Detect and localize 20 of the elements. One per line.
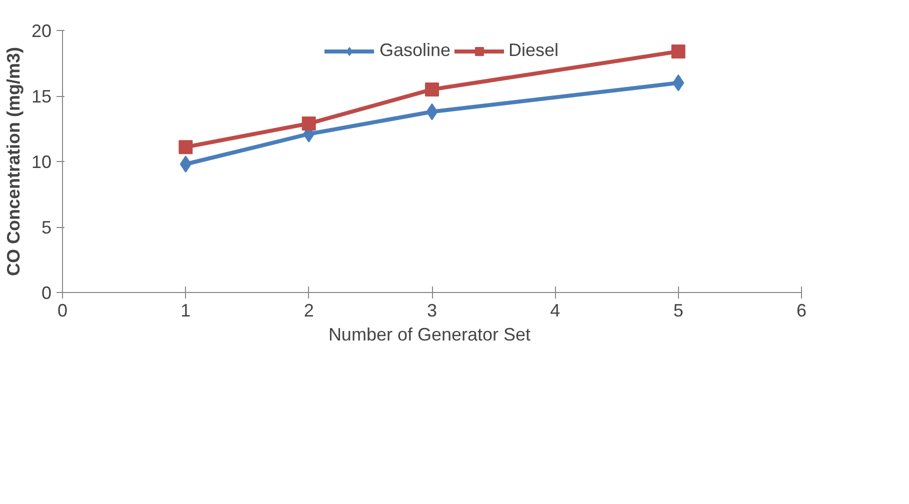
x-tick-label: 5: [673, 300, 684, 320]
y-tick-label: 0: [41, 283, 52, 303]
point: [671, 44, 686, 58]
x-tick-label: 6: [796, 300, 807, 320]
x-axis-title: Number of Generator Set: [328, 324, 531, 344]
y-axis-title: CO Concentration (mg/m3): [3, 46, 24, 276]
y-tick-label: 15: [31, 86, 52, 106]
legend-label: Diesel: [508, 40, 559, 61]
y-tick-label: 20: [31, 21, 52, 41]
y-tick-label: 5: [41, 218, 52, 238]
point: [178, 140, 193, 154]
x-tick-label: 2: [304, 300, 314, 320]
y-tick-label: 10: [31, 152, 52, 172]
x-tick-label: 4: [550, 300, 560, 320]
legend-label: Gasoline: [379, 40, 450, 61]
point: [425, 82, 439, 96]
x-tick-label: 3: [426, 300, 438, 320]
x-tick-label: 1: [180, 300, 191, 320]
point: [302, 116, 316, 131]
x-tick-label: 0: [57, 300, 68, 320]
